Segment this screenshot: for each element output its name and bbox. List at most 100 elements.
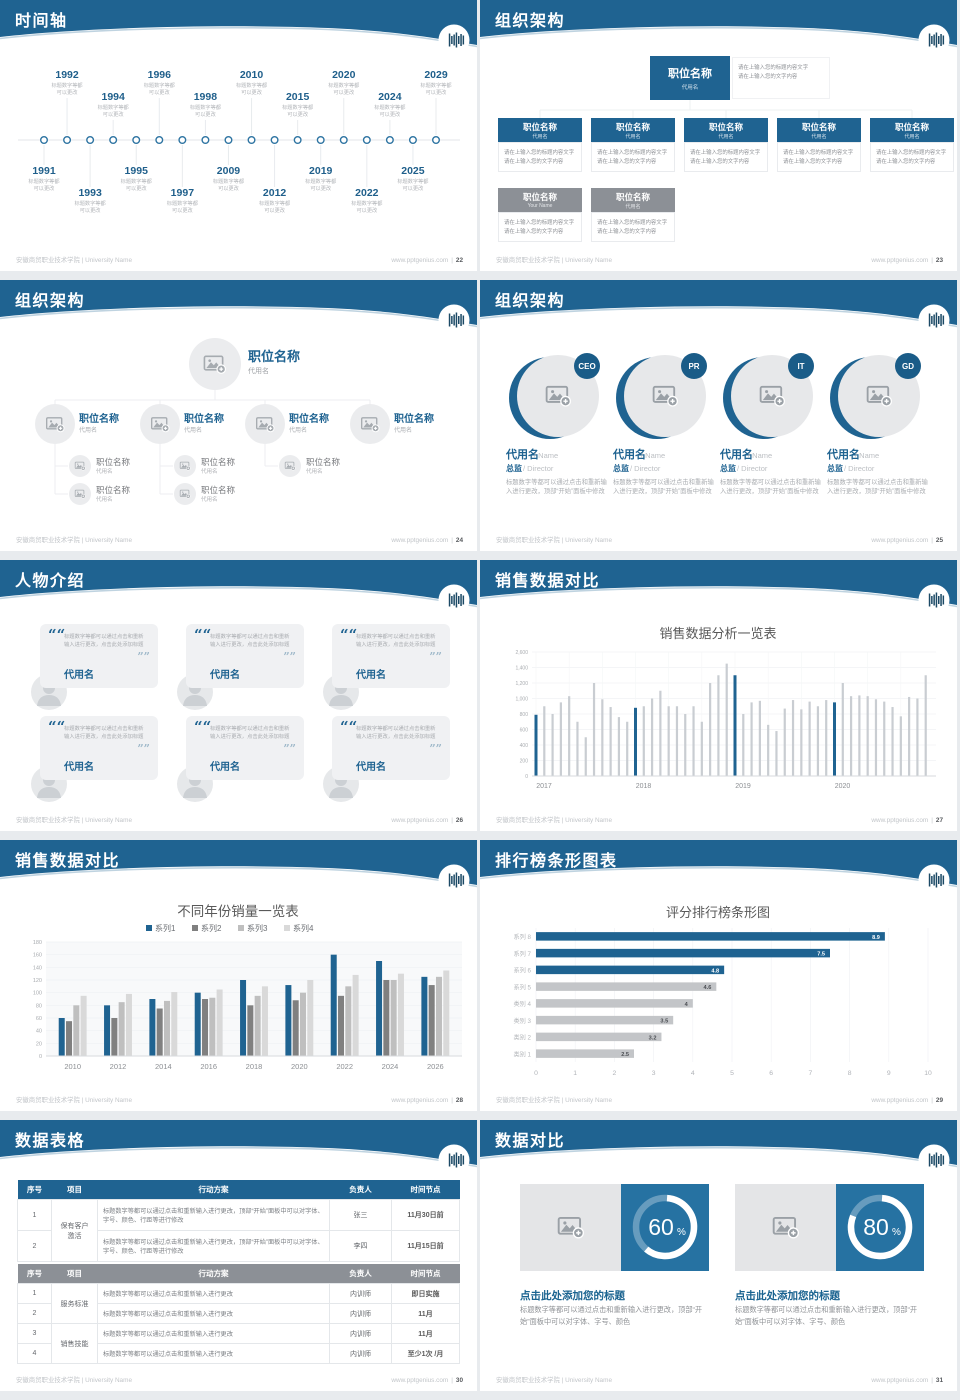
svg-text:/ Director: / Director: [523, 464, 554, 473]
footer-divider: |: [931, 1377, 933, 1384]
svg-text:总监: 总监: [827, 463, 843, 473]
footer-url: www.pptgenius.com: [391, 537, 449, 544]
timeline-year: 2015: [286, 91, 310, 103]
bar: [659, 690, 662, 776]
svg-text:标题数字等都: 标题数字等都: [121, 177, 152, 185]
bar: [536, 982, 717, 991]
bar: [899, 716, 902, 776]
timeline-svg: 1991标题数字等都可以更改1992标题数字等都可以更改1993标题数字等都可以…: [18, 69, 460, 214]
org-gray-box: 职位名称 代用名: [591, 188, 675, 212]
timeline-year: 1991: [32, 165, 56, 177]
svg-text:2: 2: [613, 1070, 617, 1077]
slide-sales-grouped-chart[interactable]: 销售数据对比 不同年份销量一览表 系列1 系列2 系列3 系列4 0 20 40 60 80 100…: [0, 840, 477, 1111]
footer-school: 安徽商贸职业技术学院 | University Name: [16, 1097, 132, 1104]
bar: [156, 1008, 163, 1056]
svg-text:标题数字等都: 标题数字等都: [420, 81, 451, 89]
bar: [536, 965, 725, 975]
timeline-diagram: 1991 标题数字等都 可以更改 1992 标题数字等都 可以更改 1993 标题数字等都 可以…: [0, 56, 477, 247]
bar-value: 4.6: [704, 985, 712, 991]
slide-org-boxes[interactable]: 组织架构 职位名称 代用名 请在上输入您的标题内容文字 请在上输入您的文字内容 职位名…: [480, 0, 957, 271]
org-child-note: 请在上输入您的标题内容文字 请在上输入您的文字内容: [591, 142, 675, 172]
role-badge-label: IT: [797, 362, 804, 371]
svg-text:1: 1: [573, 1070, 577, 1077]
bar: [536, 948, 830, 958]
org-child-box: 职位名称 代用名: [498, 118, 582, 142]
svg-text:1,000: 1,000: [515, 697, 528, 703]
role-badge: [788, 353, 814, 379]
footer-divider: |: [451, 257, 453, 264]
svg-text:标题数字等都: 标题数字等都: [75, 199, 106, 207]
svg-text:职位名称: 职位名称: [394, 412, 434, 425]
action-cell: 标题数字等都可以通过点击和重新输入进行更改: [97, 1283, 330, 1304]
timeline-year: 2019: [309, 165, 333, 177]
image-placeholder-panel: [520, 1184, 621, 1271]
x-axis-label: 2022: [336, 1062, 353, 1071]
y-axis-label: 类别 3: [513, 1017, 531, 1025]
footer-school: 安徽商贸职业技术学院 | University Name: [496, 537, 612, 544]
person-name: 代用名: [210, 762, 240, 773]
svg-text:可以更改: 可以更改: [333, 88, 355, 96]
bar: [576, 721, 579, 776]
role-badge: [681, 353, 707, 379]
svg-text:职位名称: 职位名称: [306, 457, 341, 467]
svg-text:代用名: 代用名: [96, 495, 113, 503]
slide-data-compare[interactable]: 数据对比 60 % 点击此处添加您的标题 标题数字等都可以通过点击和重新输入进行更…: [480, 1120, 957, 1391]
barcode-icon: [438, 864, 470, 896]
header-wave: [480, 280, 957, 336]
footer-school: 安徽商贸职业技术学院 | University Name: [496, 817, 612, 824]
table-header-cell: 序号: [17, 1180, 52, 1200]
x-axis-label: 2018: [246, 1062, 263, 1071]
bar: [111, 1018, 118, 1056]
svg-text:标题数字等都: 标题数字等都: [28, 177, 59, 185]
table-header-cell: 行动方案: [97, 1264, 330, 1284]
bar: [808, 701, 811, 776]
page-number: 23: [935, 257, 943, 264]
svg-text:标题数字等都: 标题数字等都: [305, 177, 336, 185]
slide-org-tree[interactable]: 组织架构 职位名称 代用名 职位名称 代用名 职位名称 代用名 职位名称 代用名 职位名…: [0, 280, 477, 551]
x-axis-label: 2010: [64, 1062, 81, 1071]
svg-text:140: 140: [33, 965, 42, 971]
svg-text:标题数字等都: 标题数字等都: [282, 103, 313, 111]
slide-data-tables[interactable]: 数据表格 序号 项目 行动方案 负责人 时间节点 1 保有客户 激活 标题数字等都可以通过点…: [0, 1120, 477, 1391]
footer-divider: |: [451, 1097, 453, 1104]
svg-text:标题数字等都: 标题数字等都: [236, 81, 267, 89]
bar: [816, 706, 820, 776]
table-header-cell: 行动方案: [97, 1180, 330, 1200]
y-axis-label: 系列 7: [513, 950, 531, 958]
header-wave: [480, 560, 957, 616]
svg-text:180: 180: [33, 940, 42, 946]
timeline-year: 1996: [148, 69, 172, 81]
slide-title: 人物介绍: [15, 573, 86, 590]
svg-text:可以更改: 可以更改: [403, 184, 425, 192]
bar: [536, 1015, 674, 1025]
slide-org-people[interactable]: 组织架构 CEO 代用名 / Name 总监 / Director 标题数字等都可以通过点…: [480, 280, 957, 551]
slide-people-intro[interactable]: 人物介绍 ““ 标题数字等都可以通过点击和重新输入进行更改，点击此处添加标题 ”…: [0, 560, 477, 831]
slide-ranking-chart[interactable]: 排行榜条形图表 评分排行榜条形图 0 1 2 3 4 5 6 7 8 9 10 系列 8 8.9 系列 7 7…: [480, 840, 957, 1111]
slide-title: 组织架构: [495, 13, 566, 30]
svg-text:标题数字等都: 标题数字等都: [397, 177, 428, 185]
quote-cards: ““ 标题数字等都可以通过点击和重新输入进行更改，点击此处添加标题 ”” 代用名…: [0, 616, 477, 807]
bar: [874, 699, 878, 776]
svg-text:40: 40: [36, 1029, 42, 1035]
table-header-cell: 序号: [17, 1264, 52, 1284]
bar: [397, 973, 404, 1056]
header-wave: [480, 0, 957, 56]
close-quote-icon: ””: [429, 742, 442, 755]
page-number: 27: [935, 817, 943, 824]
svg-text:总监: 总监: [720, 463, 736, 473]
footer-divider: |: [451, 537, 453, 544]
bar: [692, 706, 695, 776]
action-cell: 标题数字等都可以通过点击和重新输入进行更改，顶部“开始”面板中可以对字体、字号、…: [97, 1199, 330, 1231]
action-cell: 标题数字等都可以通过点击和重新输入进行更改: [97, 1343, 330, 1364]
y-axis-label: 系列 6: [513, 967, 531, 975]
org-child-note: 请在上输入您的标题内容文字 请在上输入您的文字内容: [777, 142, 861, 172]
footer-site: www.pptgenius.com | 23: [871, 257, 943, 264]
svg-text:可以更改: 可以更改: [149, 88, 171, 96]
bar: [149, 999, 156, 1056]
slide-timeline[interactable]: 时间轴 1991 标题数字等都 可以更改 1992 标题数字等都 可以更改 1993 标题数字…: [0, 0, 477, 271]
timeline-node: [270, 135, 279, 144]
slide-sales-dense-chart[interactable]: 销售数据对比 销售数据分析一览表 0 200 400 600 800 1,000 1,200 1…: [480, 560, 957, 831]
close-quote-icon: ””: [429, 650, 442, 663]
header-wave: [0, 560, 477, 616]
footer-site: www.pptgenius.com | 22: [391, 257, 463, 264]
